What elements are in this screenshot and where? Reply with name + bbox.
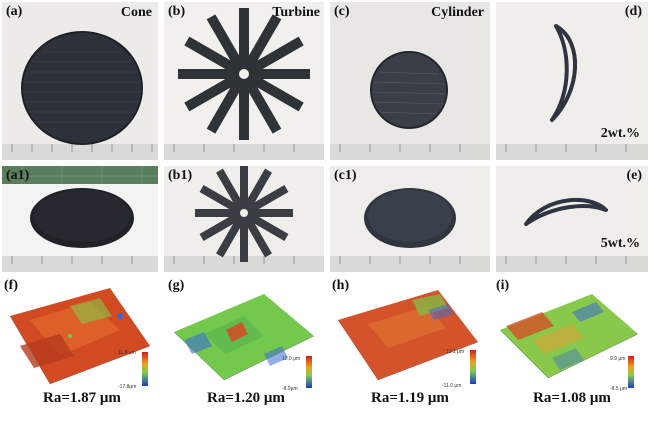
surface-3d-plot <box>499 294 639 388</box>
panel-label-d: (d) <box>624 4 642 19</box>
surface-map-g: (g) 12.0 μm -8.9μm Ra=1.20 μm <box>164 276 326 408</box>
roughness-value-g: Ra=1.20 μm <box>207 390 285 406</box>
cone-photo <box>2 2 158 160</box>
panel-title-cone: Cone <box>120 5 152 20</box>
panel-label-f: (f) <box>4 278 18 293</box>
concentration-2wt: 2wt.% <box>600 126 640 141</box>
panel-2wt: (d) 2wt.% <box>496 2 648 160</box>
panel-title-turbine: Turbine <box>272 5 320 20</box>
surface-3d-plot <box>337 290 479 384</box>
panel-label-c: (c) <box>334 4 350 19</box>
panel-label-a: (a) <box>6 4 23 19</box>
colorbar-min-i: -8.5 μm <box>610 386 628 392</box>
colorbar-max-h: 13.1 μm <box>446 349 465 355</box>
panel-b1: (b1) <box>164 166 324 272</box>
panel-label-b1: (b1) <box>168 168 193 183</box>
blade-5wt-photo <box>496 166 648 272</box>
panel-turbine: (b) Turbine <box>164 2 324 160</box>
blade-2wt-photo <box>496 2 648 160</box>
panel-label-a1: (a1) <box>6 168 30 183</box>
panel-label-c1: (c1) <box>334 168 357 183</box>
panel-label-b: (b) <box>168 4 186 19</box>
concentration-5wt: 5wt.% <box>600 236 640 251</box>
colorbar-max-g: 12.0 μm <box>282 356 301 362</box>
panel-label-e: (e) <box>626 168 642 183</box>
roughness-value-f: Ra=1.87 μm <box>43 390 121 406</box>
surface-map-i: (i) 9.9 μm -8.5 μm Ra=1.08 μm <box>492 276 650 408</box>
panel-label-i: (i) <box>496 278 510 293</box>
surface-map-h: (h) 13.1 μm -11.0 μm Ra=1.19 μm <box>328 276 490 408</box>
colorbar-min-f: -17.8μm <box>118 384 137 390</box>
roughness-value-h: Ra=1.19 μm <box>371 390 449 406</box>
panel-label-h: (h) <box>332 278 350 293</box>
cylinder-photo <box>330 2 490 160</box>
colorbar-max-f: 11.8 μm <box>118 350 136 356</box>
panel-title-cylinder: Cylinder <box>431 5 484 20</box>
panel-cone: (a) Cone <box>2 2 158 160</box>
cylinder-photo-2 <box>330 166 490 272</box>
panel-c1: (c1) <box>330 166 490 272</box>
turbine-photo-2 <box>164 166 324 272</box>
surface-map-f: (f) 11.8 μm -17.8μm Ra=1.87 μm <box>0 276 162 408</box>
colorbar-min-h: -11.0 μm <box>442 383 462 389</box>
turbine-photo <box>164 2 324 160</box>
colorbar-min-g: -8.9μm <box>282 386 298 392</box>
surface-3d-plot <box>173 294 315 388</box>
panel-cylinder: (c) Cylinder <box>330 2 490 160</box>
panel-label-g: (g) <box>168 278 185 293</box>
surface-3d-plot <box>9 288 151 386</box>
panel-a1: (a1) <box>2 166 158 272</box>
roughness-value-i: Ra=1.08 μm <box>533 390 611 406</box>
colorbar-max-i: 9.9 μm <box>610 356 626 362</box>
cone-photo-2 <box>2 166 158 272</box>
panel-5wt: (e) 5wt.% <box>496 166 648 272</box>
